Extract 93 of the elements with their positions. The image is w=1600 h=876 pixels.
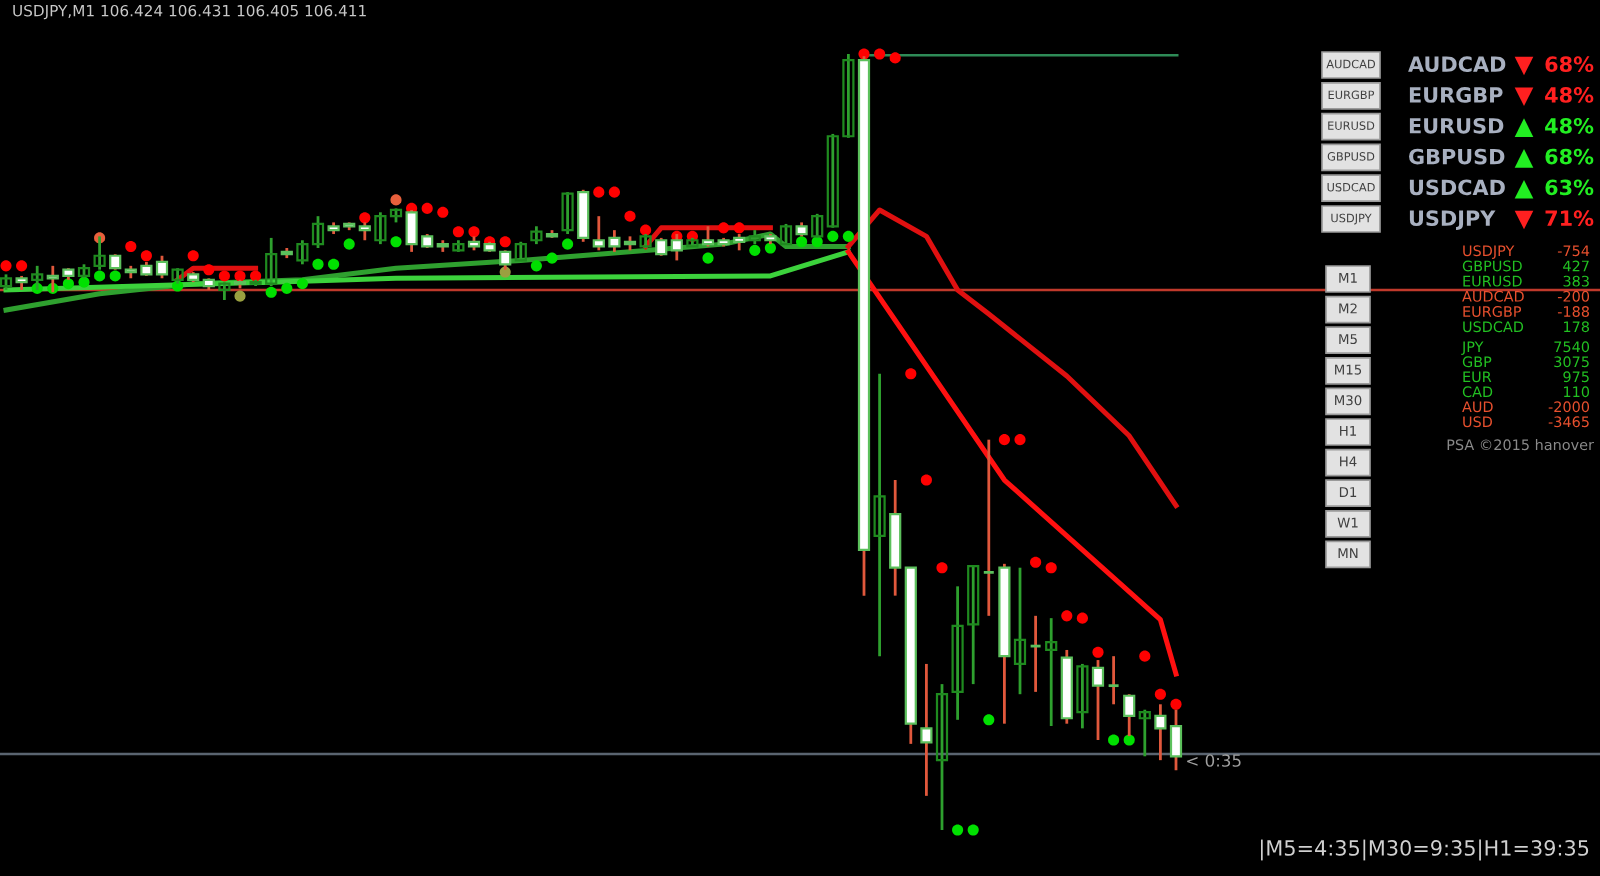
data-label: 71% [1545, 210, 1594, 227]
point [905, 368, 917, 380]
point [250, 270, 262, 282]
point [733, 222, 745, 234]
data-label: 48% [1545, 87, 1594, 103]
point [0, 260, 12, 272]
point [702, 252, 714, 264]
point [62, 278, 74, 290]
candlestick [1013, 566, 1027, 696]
point [998, 434, 1010, 446]
point [109, 270, 121, 282]
point [936, 562, 948, 574]
point [125, 240, 137, 252]
point [874, 48, 886, 60]
point [889, 52, 901, 64]
ref-line-label: < 0:35 [1187, 754, 1241, 767]
candlestick [1091, 658, 1105, 742]
candlestick [1107, 654, 1120, 706]
point [530, 260, 542, 272]
point [328, 258, 340, 270]
point [952, 824, 964, 836]
point [452, 226, 464, 238]
point [593, 186, 605, 198]
candlestick [920, 662, 933, 798]
point [16, 260, 28, 272]
point [1014, 434, 1026, 446]
point [920, 474, 932, 486]
point [546, 252, 558, 264]
candlestick [561, 190, 574, 236]
point [749, 244, 761, 256]
data-label: 63% [1545, 179, 1594, 196]
category-label: AUDCAD [1408, 56, 1506, 73]
point [1092, 646, 1104, 658]
point [94, 270, 106, 282]
point [1045, 562, 1057, 574]
point [1123, 734, 1135, 746]
point [1108, 734, 1120, 746]
candlestick [951, 584, 964, 722]
point [312, 258, 324, 270]
category-label: USDCAD [1409, 179, 1505, 196]
point [468, 226, 480, 238]
candlestick [577, 188, 590, 244]
point [608, 186, 620, 198]
point [640, 224, 652, 236]
category-label: EURUSD [1409, 117, 1504, 134]
point [390, 236, 402, 248]
candlestick [514, 240, 527, 264]
candlestick [1138, 708, 1151, 758]
point [343, 238, 355, 250]
text: |M5=4:35|M30=9:35|H1=39:35 [1260, 839, 1589, 861]
point [1170, 698, 1182, 710]
candlestick [1045, 616, 1058, 728]
point [764, 242, 776, 254]
point [796, 236, 808, 248]
point [499, 236, 511, 248]
point [842, 230, 854, 242]
category-label: EURGBP [1409, 87, 1503, 103]
point [718, 222, 730, 234]
point [421, 202, 433, 214]
candlestick [935, 682, 949, 830]
data-label: 68% [1545, 148, 1594, 165]
point [265, 286, 277, 298]
candlestick [1076, 662, 1089, 730]
point [967, 824, 979, 836]
category-label: GBPUSD [1409, 148, 1505, 165]
point [562, 238, 574, 250]
point [203, 264, 215, 276]
point [234, 270, 246, 282]
point [811, 236, 823, 248]
point [1139, 650, 1151, 662]
point [187, 250, 199, 262]
point [281, 282, 293, 294]
candlestick [982, 438, 996, 618]
point [437, 206, 449, 218]
category-label: USDJPY [1409, 210, 1496, 230]
point [827, 230, 839, 242]
point [983, 714, 995, 726]
point [624, 210, 636, 222]
point [359, 212, 371, 224]
point [1154, 688, 1166, 700]
point [234, 290, 246, 302]
point [1030, 556, 1042, 568]
data-label: 68% [1545, 56, 1594, 73]
point [140, 250, 152, 262]
candlestick [873, 372, 886, 658]
point [296, 278, 308, 290]
point [1076, 612, 1088, 624]
point [390, 194, 402, 206]
point [218, 270, 230, 282]
point [1061, 610, 1073, 622]
data-label: 48% [1545, 117, 1594, 134]
candlestick [967, 564, 980, 686]
point [78, 276, 90, 288]
